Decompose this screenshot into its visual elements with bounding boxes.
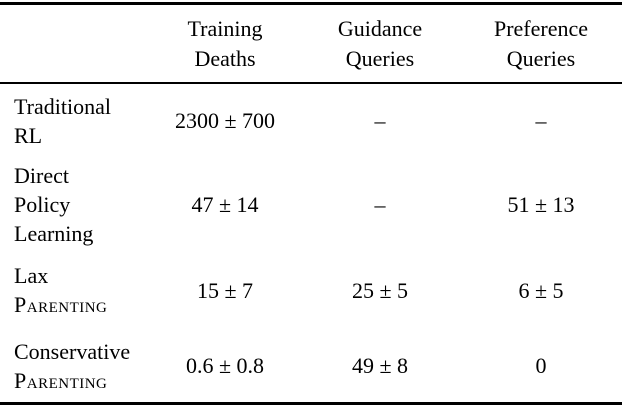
cell-guidance-queries: 25 ± 5 (351, 277, 409, 303)
table-bottom-rule (0, 402, 622, 405)
table-row-direct-policy-learning: Direct Policy Learning 47 ± 14 – 51 ± 13 (0, 157, 622, 251)
header-line-1: Training (187, 15, 263, 41)
table-top-rule (0, 2, 622, 5)
row-label-line-1: Direct (14, 162, 69, 188)
row-label: Lax Parenting (0, 261, 150, 319)
table-header-rule (0, 82, 622, 84)
cell-training-deaths: 2300 ± 700 (174, 108, 276, 133)
row-label-line-2: Parenting (14, 367, 108, 393)
header-line-2: Queries (506, 45, 576, 71)
row-label-line-3: Learning (14, 220, 94, 246)
cell-guidance-queries: 49 ± 8 (351, 353, 409, 378)
table-row-conservative-parenting: Conservative Parenting 0.6 ± 0.8 49 ± 8 … (0, 329, 622, 402)
row-label-line-1: Lax (14, 263, 49, 288)
row-label-line-2: RL (14, 122, 43, 148)
header-line-2: Deaths (194, 45, 256, 71)
row-label: Traditional RL (0, 92, 150, 150)
column-header-guidance-queries: Guidance Queries (300, 14, 460, 74)
header-line-2: Queries (345, 45, 415, 71)
row-label-line-2: Parenting (14, 292, 108, 317)
cell-preference-queries: 51 ± 13 (507, 191, 575, 217)
cell-guidance-queries: – (374, 191, 386, 217)
row-label: Conservative Parenting (0, 337, 150, 395)
cell-guidance-queries: – (374, 108, 386, 133)
row-label-line-2: Policy (14, 191, 71, 217)
cell-preference-queries: 6 ± 5 (518, 277, 564, 303)
table-header-row: Training Deaths Guidance Queries Prefere… (0, 5, 622, 82)
table-row-traditional-rl: Traditional RL 2300 ± 700 – – (0, 84, 622, 157)
cell-preference-queries: – (535, 108, 547, 133)
header-line-1: Guidance (337, 15, 423, 41)
row-label-line-1: Conservative (14, 338, 131, 364)
row-label-line-1: Traditional (14, 93, 111, 119)
header-line-1: Preference (493, 15, 589, 41)
table-row-lax-parenting: Lax Parenting 15 ± 7 25 ± 5 6 ± 5 (0, 251, 622, 329)
cell-training-deaths: 0.6 ± 0.8 (185, 353, 265, 378)
column-header-training-deaths: Training Deaths (150, 14, 300, 74)
column-header-preference-queries: Preference Queries (460, 14, 622, 74)
cell-training-deaths: 15 ± 7 (196, 277, 254, 303)
cell-training-deaths: 47 ± 14 (191, 191, 259, 217)
cell-preference-queries: 0 (535, 353, 547, 378)
row-label: Direct Policy Learning (0, 161, 150, 248)
